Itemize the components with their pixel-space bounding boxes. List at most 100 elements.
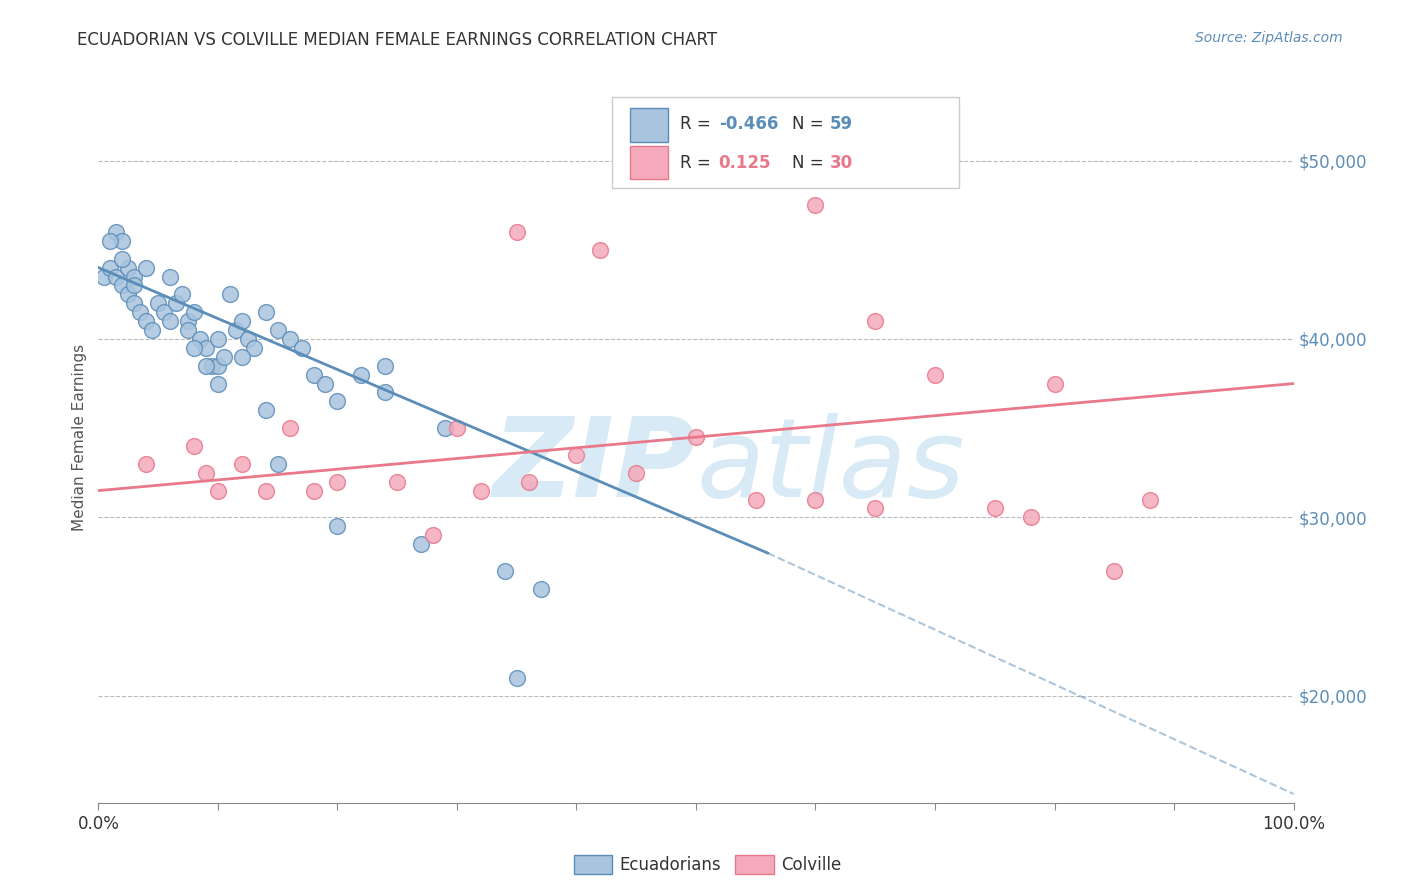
Point: [804, 492, 827, 507]
Point: [207, 376, 229, 391]
Point: [98, 234, 122, 248]
Point: [183, 305, 205, 319]
Point: [254, 403, 277, 417]
Point: [98, 260, 122, 275]
Point: [350, 368, 373, 382]
Point: [804, 198, 827, 212]
Point: [589, 243, 612, 257]
Point: [517, 475, 540, 489]
Point: [254, 483, 277, 498]
Point: [225, 323, 247, 337]
FancyBboxPatch shape: [630, 108, 668, 142]
Point: [172, 287, 194, 301]
Point: [183, 341, 205, 355]
Point: [302, 483, 325, 498]
Point: [129, 305, 152, 319]
Point: [315, 376, 337, 391]
Point: [231, 457, 253, 471]
Point: [422, 528, 444, 542]
Point: [326, 475, 349, 489]
Point: [565, 448, 588, 462]
Point: [865, 314, 887, 328]
Point: [626, 466, 648, 480]
Point: [207, 359, 229, 373]
Point: [124, 269, 146, 284]
Text: 0.125: 0.125: [718, 153, 770, 172]
Point: [446, 421, 468, 435]
Point: [165, 296, 187, 310]
FancyBboxPatch shape: [630, 145, 668, 179]
Point: [254, 305, 277, 319]
Point: [984, 501, 1007, 516]
Point: [924, 368, 946, 382]
Point: [506, 671, 529, 685]
Point: [1139, 492, 1161, 507]
Point: [159, 269, 181, 284]
Point: [506, 225, 529, 239]
Point: [243, 341, 266, 355]
Point: [159, 314, 181, 328]
Point: [530, 582, 553, 596]
Point: [236, 332, 259, 346]
Text: R =: R =: [681, 115, 717, 133]
Point: [195, 359, 218, 373]
Point: [685, 430, 707, 444]
Point: [302, 368, 325, 382]
Point: [148, 296, 170, 310]
Text: R =: R =: [681, 153, 717, 172]
Point: [93, 269, 115, 284]
Point: [494, 564, 516, 578]
Point: [231, 314, 253, 328]
Point: [124, 296, 146, 310]
Point: [374, 359, 396, 373]
Text: N =: N =: [792, 115, 828, 133]
Point: [124, 278, 146, 293]
FancyBboxPatch shape: [574, 855, 613, 874]
Point: [135, 314, 157, 328]
Point: [201, 359, 224, 373]
Y-axis label: Median Female Earnings: Median Female Earnings: [72, 343, 87, 531]
Point: [195, 466, 218, 480]
Point: [411, 537, 433, 551]
Point: [135, 260, 157, 275]
Point: [177, 314, 200, 328]
Text: 30: 30: [830, 153, 853, 172]
Point: [188, 332, 211, 346]
Point: [117, 260, 139, 275]
Point: [153, 305, 176, 319]
Point: [434, 421, 457, 435]
Point: [267, 323, 290, 337]
Text: N =: N =: [792, 153, 828, 172]
Text: Source: ZipAtlas.com: Source: ZipAtlas.com: [1195, 31, 1343, 45]
Point: [111, 252, 134, 266]
Point: [207, 483, 229, 498]
Point: [135, 457, 157, 471]
Point: [1043, 376, 1066, 391]
Point: [745, 492, 768, 507]
Text: -0.466: -0.466: [718, 115, 778, 133]
Point: [207, 332, 229, 346]
Point: [278, 421, 301, 435]
Point: [177, 323, 200, 337]
Point: [1104, 564, 1126, 578]
Point: [470, 483, 492, 498]
Text: 59: 59: [830, 115, 853, 133]
Point: [267, 457, 290, 471]
Point: [219, 287, 242, 301]
Point: [374, 385, 396, 400]
Text: ECUADORIAN VS COLVILLE MEDIAN FEMALE EARNINGS CORRELATION CHART: ECUADORIAN VS COLVILLE MEDIAN FEMALE EAR…: [77, 31, 717, 49]
Text: atlas: atlas: [696, 413, 965, 520]
Point: [291, 341, 314, 355]
Text: Ecuadorians: Ecuadorians: [620, 856, 721, 874]
Point: [326, 394, 349, 409]
Point: [1019, 510, 1042, 524]
FancyBboxPatch shape: [613, 97, 959, 188]
Point: [117, 287, 139, 301]
Text: Colville: Colville: [780, 856, 841, 874]
Point: [141, 323, 163, 337]
Point: [195, 341, 218, 355]
Point: [183, 439, 205, 453]
Point: [865, 501, 887, 516]
FancyBboxPatch shape: [735, 855, 773, 874]
Point: [111, 234, 134, 248]
